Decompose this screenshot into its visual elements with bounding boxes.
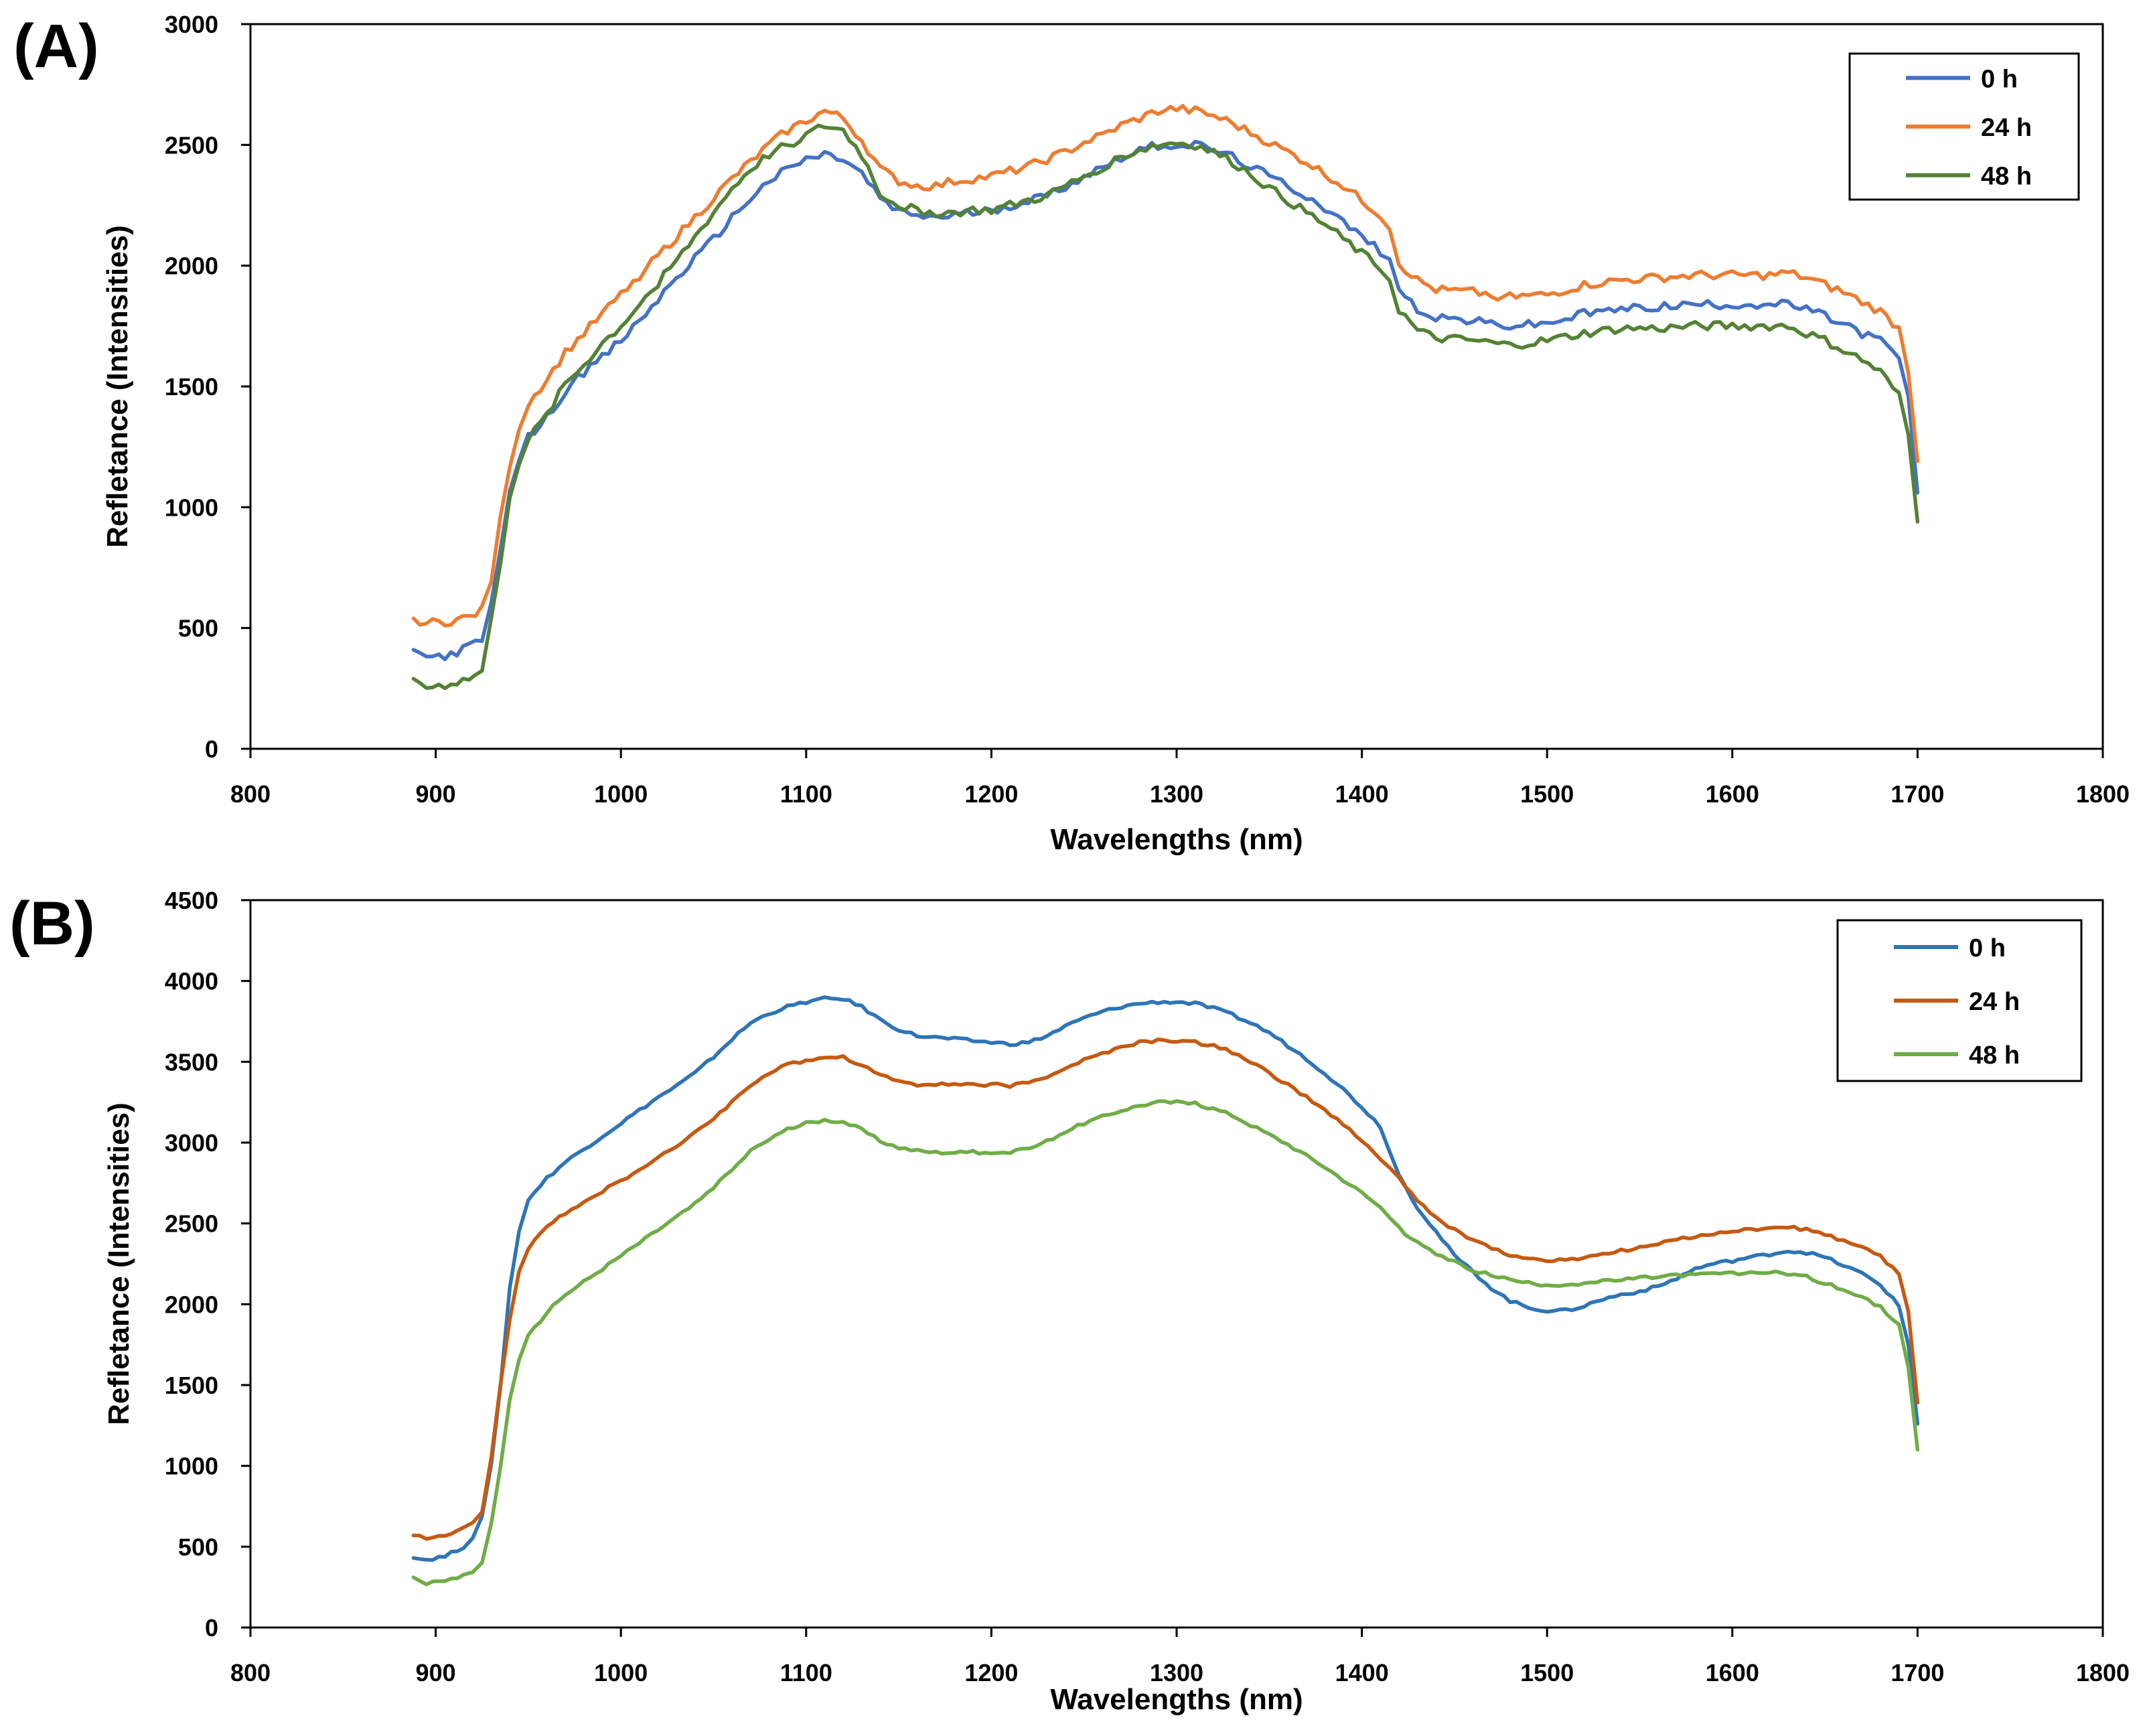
y-tick-label: 3000 (165, 1129, 218, 1157)
y-tick-label: 0 (205, 735, 218, 763)
series-line-48h (411, 1099, 1920, 1587)
x-tick-label: 1400 (1335, 780, 1389, 808)
legend: 0 h 24 h 48 h (1836, 919, 2083, 1082)
x-tick-label: 1400 (1335, 1659, 1389, 1686)
x-axis-label: Wavelengths (nm) (1050, 823, 1303, 856)
legend-label: 0 h (1981, 65, 2018, 93)
series-line-0h (411, 139, 1920, 662)
legend-label: 24 h (1969, 988, 2020, 1016)
legend-label: 0 h (1969, 934, 2006, 962)
legend: 0 h 24 h 48 h (1848, 52, 2080, 201)
y-tick-label: 4000 (165, 968, 218, 995)
y-tick-label: 500 (178, 1533, 218, 1561)
x-axis-label: Wavelengths (nm) (1050, 1683, 1303, 1716)
series-line-24h (411, 1037, 1920, 1541)
x-tick-label: 1800 (2076, 1659, 2130, 1686)
plot-area (249, 23, 2104, 750)
x-tick-label: 1300 (1150, 780, 1203, 808)
x-tick-label: 1500 (1520, 1659, 1574, 1686)
x-tick-label: 1600 (1706, 1659, 1759, 1686)
x-tick-label: 900 (416, 780, 456, 808)
series-line-0h (411, 995, 1920, 1563)
legend-label: 48 h (1981, 163, 2032, 191)
x-tick-label: 800 (230, 780, 271, 808)
y-tick-label: 0 (205, 1614, 218, 1642)
legend-label: 24 h (1981, 114, 2032, 142)
y-tick-label: 1500 (165, 373, 218, 401)
panel-label: (A) (13, 12, 99, 80)
y-axis-label: Refletance (Intensities) (101, 225, 134, 548)
y-tick-label: 1500 (165, 1372, 218, 1399)
y-tick-label: 500 (178, 615, 218, 642)
chart-1: 0 500 1000 1500 2000 2500 3000 3500 4000 4500 800 9… (9, 887, 2130, 1716)
legend-label: 48 h (1969, 1041, 2020, 1070)
x-tick-label: 1200 (964, 1659, 1018, 1686)
x-tick-label: 1100 (780, 1659, 832, 1686)
y-tick-label: 2500 (165, 1210, 218, 1238)
x-tick-label: 1700 (1890, 780, 1944, 808)
plot-area (249, 899, 2104, 1629)
y-tick-label: 3500 (165, 1048, 218, 1076)
x-tick-label: 800 (230, 1659, 271, 1686)
x-tick-label: 900 (416, 1659, 456, 1686)
x-tick-label: 1700 (1890, 1659, 1944, 1686)
y-tick-label: 2000 (165, 252, 218, 280)
legend-box (1836, 919, 2083, 1082)
chart-0: 0 500 1000 1500 2000 2500 3000 800 900 1000 1100 12… (13, 11, 2130, 856)
x-tick-label: 1800 (2076, 780, 2130, 808)
x-tick-label: 1200 (964, 780, 1018, 808)
x-tick-label: 1000 (594, 780, 648, 808)
y-tick-label: 3000 (165, 11, 218, 38)
y-axis-label: Refletance (Intensities) (102, 1102, 135, 1425)
panel-label: (B) (9, 889, 95, 958)
y-tick-label: 2500 (165, 131, 218, 159)
y-tick-label: 2000 (165, 1291, 218, 1318)
y-tick-label: 1000 (165, 1453, 218, 1480)
x-tick-label: 1100 (780, 780, 832, 808)
x-tick-label: 1500 (1520, 780, 1574, 808)
y-tick-label: 4500 (165, 887, 218, 914)
x-tick-label: 1000 (594, 1659, 648, 1686)
series-line-24h (411, 104, 1920, 628)
series-line-48h (411, 123, 1920, 691)
x-tick-label: 1300 (1150, 1659, 1203, 1686)
y-tick-label: 1000 (165, 494, 218, 521)
x-tick-label: 1600 (1706, 780, 1759, 808)
